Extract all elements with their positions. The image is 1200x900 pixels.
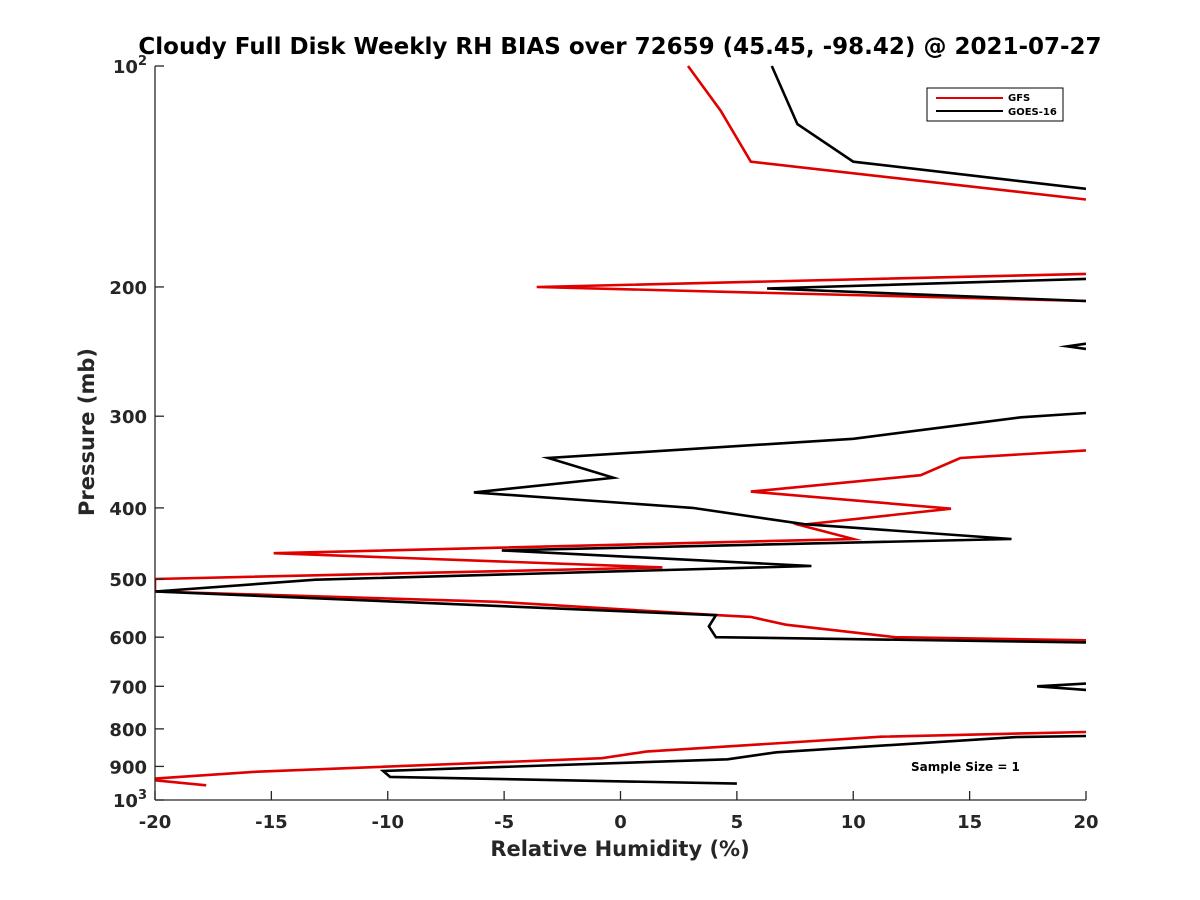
x-tick-label: 0 — [614, 812, 627, 833]
series-line-gfs-segment-2 — [536, 272, 1086, 303]
x-tick-label: -20 — [139, 812, 172, 833]
x-tick-label: -15 — [255, 812, 288, 833]
series-line-goes16-segment-1 — [770, 65, 1086, 191]
legend: GFS GOES-16 — [926, 87, 1064, 122]
y-tick-label: 103 — [113, 788, 147, 812]
x-tick-label: 10 — [841, 812, 866, 833]
x-tick-label: 15 — [957, 812, 982, 833]
x-tick-label: -10 — [371, 812, 404, 833]
y-tick-label: 700 — [109, 677, 147, 698]
x-tick-label: 5 — [731, 812, 744, 833]
y-tick-label: 102 — [113, 54, 147, 78]
series-line-goes16-segment-4 — [155, 411, 1086, 644]
y-tick-label: 300 — [109, 407, 147, 428]
legend-box — [926, 87, 1064, 122]
y-tick-label: 600 — [109, 628, 147, 649]
chart-title: Cloudy Full Disk Weekly RH BIAS over 726… — [138, 34, 1101, 60]
series-line-goes16-segment-3 — [1058, 342, 1086, 351]
axes: -20 -15 -10 -5 0 5 10 15 20 102 200 300 400 500 600 700… — [109, 54, 1098, 833]
legend-label-gfs: GFS — [1008, 93, 1030, 104]
y-tick-label: 400 — [109, 499, 147, 520]
y-tick-label: 900 — [109, 757, 147, 778]
series-line-gfs-segment-4 — [155, 730, 1086, 787]
series-line-goes16-segment-5 — [1037, 682, 1086, 692]
series-line-gfs-segment-1 — [686, 65, 1086, 201]
series-line-gfs-segment-3 — [155, 449, 1086, 642]
y-tick-label: 500 — [109, 570, 147, 591]
series-line-goes16-segment-2 — [767, 277, 1086, 303]
y-axis-label: Pressure (mb) — [75, 348, 99, 516]
series-line-goes16-segment-6 — [379, 734, 1086, 785]
plot-area — [155, 65, 1086, 787]
legend-label-goes16: GOES-16 — [1008, 107, 1057, 118]
y-tick-label: 200 — [109, 278, 147, 299]
y-tick-label: 800 — [109, 720, 147, 741]
sample-size-annotation: Sample Size = 1 — [911, 760, 1020, 774]
x-tick-label: -5 — [494, 812, 514, 833]
x-tick-label: 20 — [1073, 812, 1098, 833]
x-axis-label: Relative Humidity (%) — [490, 837, 749, 861]
